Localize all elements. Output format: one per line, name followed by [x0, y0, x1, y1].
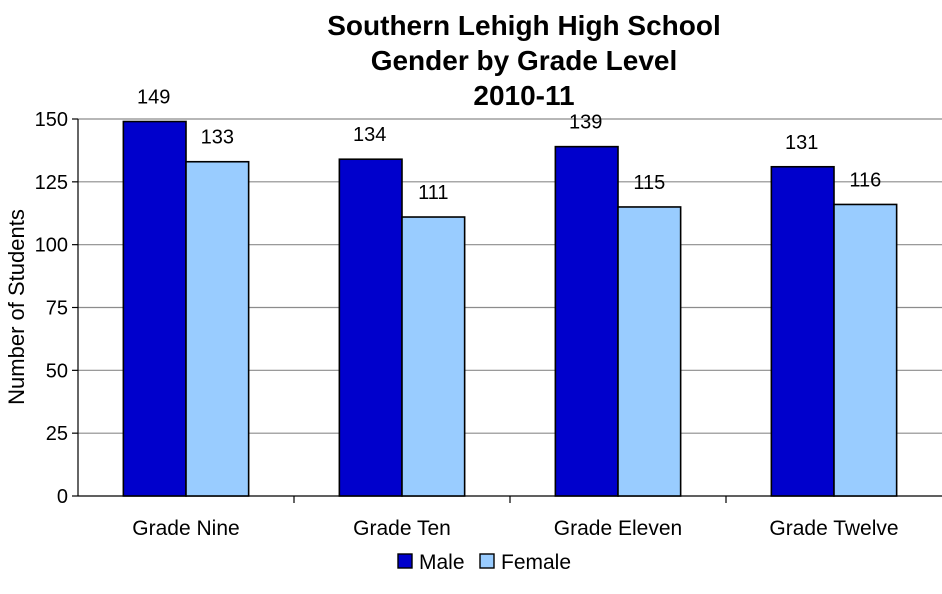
y-tick-label: 25: [46, 423, 68, 445]
y-tick-labels: 0 25 50 75 100 125 150: [35, 109, 68, 508]
chart-title-line-1: Southern Lehigh High School: [327, 10, 721, 41]
bar-male-grade-nine: [122, 120, 187, 497]
bar-female-grade-ten: [401, 216, 466, 497]
x-category-label: Grade Nine: [132, 517, 239, 540]
y-tick-label: 125: [35, 172, 68, 194]
chart-title-line-2: Gender by Grade Level: [371, 45, 678, 76]
data-label: 131: [785, 132, 818, 154]
chart-title: Southern Lehigh High School Gender by Gr…: [327, 10, 721, 111]
y-tick-label: 150: [35, 109, 68, 131]
data-label: 116: [849, 169, 881, 191]
legend-label-female: Female: [501, 551, 571, 574]
data-label: 149: [137, 87, 170, 109]
data-label: 134: [353, 124, 386, 146]
y-tick-label: 50: [46, 360, 68, 382]
y-tick-label: 100: [35, 235, 68, 257]
data-label: 139: [569, 112, 602, 134]
data-label: 133: [201, 127, 234, 149]
bar-female-grade-eleven: [617, 206, 682, 497]
y-axis-title: Number of Students: [4, 209, 29, 405]
y-tick-label: 0: [57, 486, 68, 508]
legend: Male Female: [397, 551, 571, 574]
x-category-label: Grade Eleven: [554, 517, 682, 540]
legend-label-male: Male: [419, 551, 465, 574]
chart-title-line-3: 2010-11: [473, 80, 574, 111]
category-labels: Grade Nine Grade Ten Grade Eleven Grade Twe…: [132, 517, 898, 540]
bar-male-grade-eleven: [554, 145, 619, 497]
bar-female-grade-twelve: [833, 203, 898, 497]
legend-swatch-male: [397, 553, 413, 569]
bar-female-grade-nine: [185, 160, 250, 497]
x-category-label: Grade Twelve: [769, 517, 898, 540]
x-category-label: Grade Ten: [353, 517, 451, 540]
bar-male-grade-twelve: [770, 165, 835, 497]
bar-male-grade-ten: [338, 158, 403, 497]
y-tick-label: 75: [46, 298, 68, 320]
data-label: 115: [633, 172, 665, 194]
data-label: 111: [418, 182, 448, 204]
data-labels: 149 133 134 111 139 115 131 116: [137, 87, 881, 205]
legend-swatch-female: [479, 553, 495, 569]
bars: [122, 120, 898, 497]
